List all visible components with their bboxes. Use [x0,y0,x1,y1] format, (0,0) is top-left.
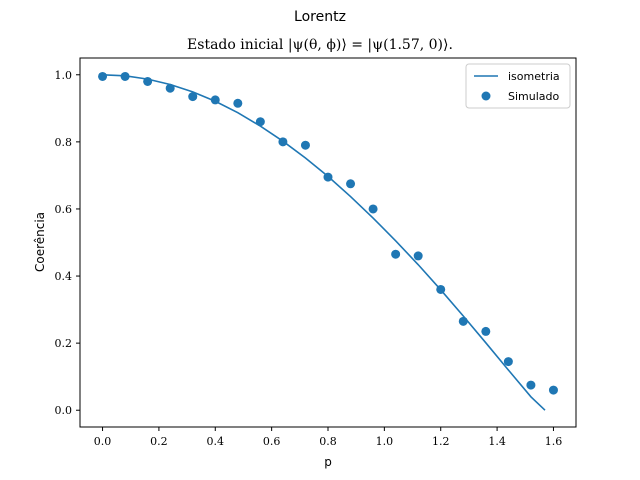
x-axis-label: p [324,455,332,469]
scatter-point [481,326,491,336]
scatter-point [323,172,333,182]
x-tick-label: 1.6 [545,435,563,448]
x-axis: 0.0 0.2 0.4 0.6 0.8 1.0 1.2 1.4 1.6 [94,427,562,448]
x-tick-label: 0.4 [207,435,225,448]
scatter-point [165,83,175,93]
y-tick-label: 0.2 [55,337,73,350]
scatter-point [98,71,108,81]
scatter-point [255,117,265,127]
y-tick-label: 0.0 [55,404,73,417]
legend-scatter-marker [481,91,491,101]
y-tick-label: 0.4 [55,270,73,283]
x-tick-label: 0.2 [150,435,168,448]
x-tick-label: 1.4 [488,435,506,448]
y-tick-label: 0.8 [55,136,73,149]
axes-frame [79,57,577,428]
scatter-point [210,95,220,105]
y-tick-label: 1.0 [55,69,73,82]
scatter-point [458,316,468,326]
y-axis-label: Coerência [33,212,47,272]
x-tick-label: 0.8 [319,435,337,448]
scatter-point [346,179,356,189]
y-tick-label: 0.6 [55,203,73,216]
scatter-point [120,71,130,81]
legend-label-isometria: isometria [508,70,560,83]
y-axis: 0.0 0.2 0.4 0.6 0.8 1.0 [55,69,80,417]
scatter-point [143,76,153,86]
series-line-isometria [102,73,546,411]
x-tick-label: 1.2 [432,435,450,448]
scatter-point [503,357,513,367]
scatter-point [436,284,446,294]
x-tick-label: 0.6 [263,435,281,448]
legend-box [465,63,571,109]
chart-title: Estado inicial |ψ(θ, ϕ)⟩ = |ψ(1.57, 0)⟩. [187,37,453,53]
plot-area [98,71,558,411]
scatter-point [548,385,558,395]
scatter-point [391,249,401,259]
legend: isometria Simulado [465,63,571,109]
x-tick-label: 1.0 [376,435,394,448]
scatter-point [413,251,423,261]
scatter-point [188,92,198,102]
x-tick-label: 0.0 [94,435,112,448]
scatter-point [526,380,536,390]
chart-suptitle: Lorentz [294,9,346,25]
scatter-point [278,137,288,147]
scatter-point [300,140,310,150]
scatter-point [368,204,378,214]
legend-label-simulado: Simulado [508,90,560,103]
scatter-point [233,98,243,108]
